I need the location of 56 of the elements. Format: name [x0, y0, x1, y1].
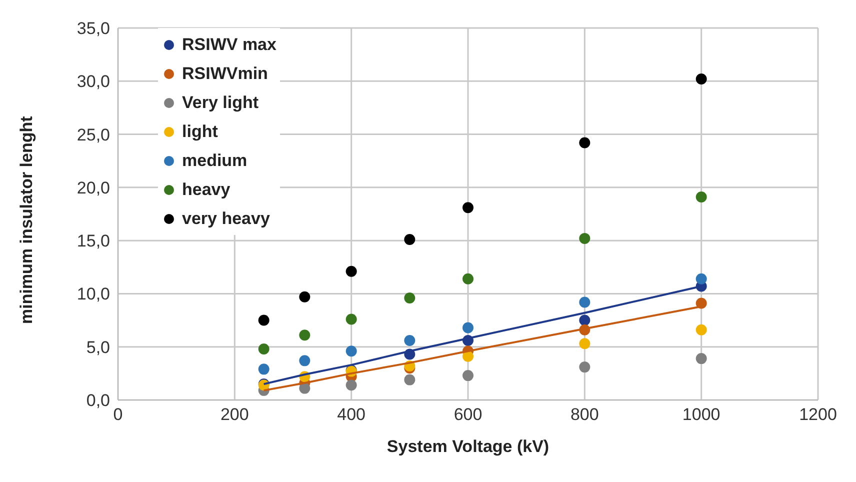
- point: [258, 364, 270, 375]
- point: [696, 74, 707, 85]
- y-tick-label: 0,0: [86, 391, 110, 410]
- point: [299, 291, 310, 302]
- legend-label: heavy: [182, 180, 230, 200]
- point: [696, 298, 707, 309]
- y-tick-label: 5,0: [86, 338, 110, 357]
- x-tick-label: 0: [113, 405, 123, 424]
- point: [462, 273, 474, 284]
- y-tick-label: 20,0: [76, 178, 110, 198]
- x-tick-label: 800: [570, 405, 599, 424]
- y-tick-label: 15,0: [76, 232, 110, 251]
- legend-label: RSIWVmin: [182, 64, 268, 84]
- y-tick-label: 25,0: [76, 125, 110, 144]
- point: [346, 380, 357, 391]
- point: [696, 353, 707, 364]
- point: [346, 346, 357, 357]
- point: [404, 292, 416, 304]
- point: [579, 137, 590, 148]
- point: [579, 362, 590, 373]
- point: [696, 273, 707, 284]
- point: [299, 355, 310, 366]
- point: [462, 350, 474, 362]
- point: [579, 296, 590, 308]
- y-tick-label: 35,0: [76, 19, 110, 38]
- x-tick-label: 200: [220, 405, 249, 424]
- point: [299, 330, 310, 341]
- point: [258, 314, 270, 326]
- point: [346, 266, 357, 277]
- legend-label: RSIWV max: [182, 34, 276, 54]
- point: [696, 324, 707, 336]
- point: [404, 234, 416, 246]
- point: [462, 322, 474, 334]
- point: [462, 202, 474, 214]
- point: [579, 314, 590, 326]
- point: [258, 343, 270, 354]
- point: [579, 338, 590, 350]
- legend-label: very heavy: [182, 208, 270, 228]
- x-tick-label: 400: [337, 405, 366, 424]
- y-axis-title: minimum insulator lenght: [17, 116, 36, 324]
- legend-label: Very light: [182, 92, 259, 112]
- point: [299, 382, 310, 394]
- legend-label: light: [182, 122, 218, 142]
- y-tick-label: 10,0: [76, 284, 110, 304]
- x-tick-label: 1200: [799, 405, 837, 424]
- point: [579, 232, 590, 244]
- legend-label: medium: [182, 150, 248, 170]
- point: [462, 370, 474, 382]
- x-tick-label: 1000: [682, 405, 720, 424]
- point: [696, 191, 707, 202]
- point: [346, 314, 357, 325]
- y-tick-label: 30,0: [76, 72, 110, 92]
- x-tick-label: 600: [454, 405, 482, 424]
- x-axis-title: System Voltage (kV): [386, 437, 550, 456]
- point: [404, 334, 416, 346]
- point: [404, 374, 416, 386]
